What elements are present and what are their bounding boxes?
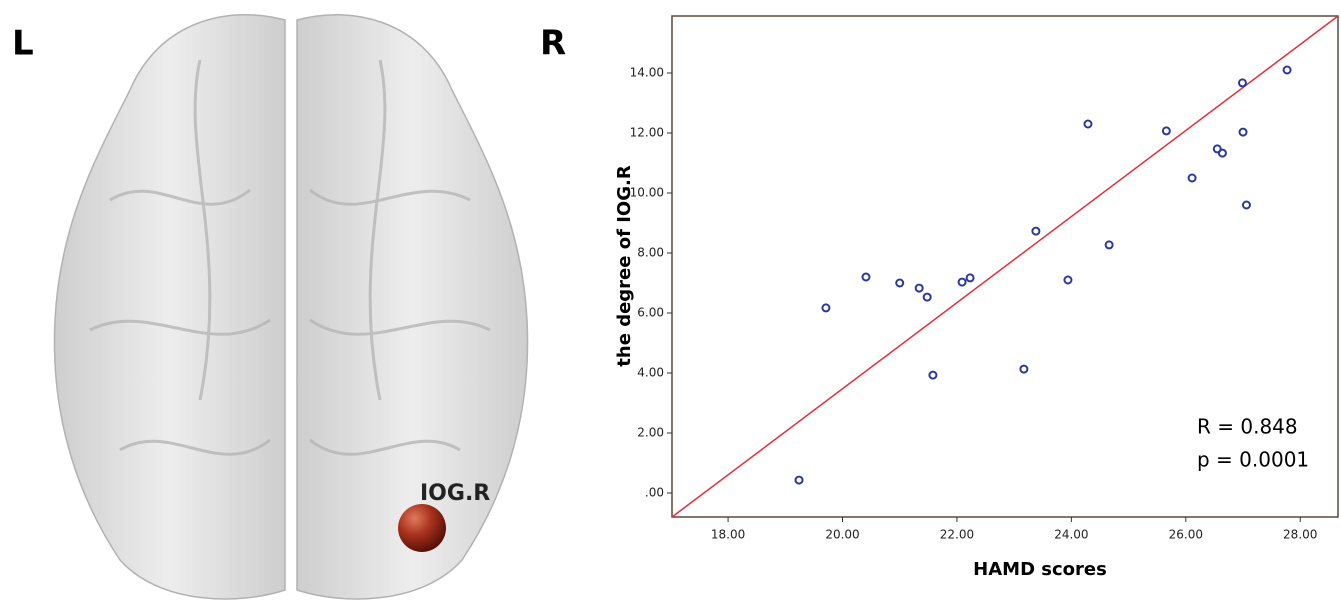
x-tick-label: 18.00 xyxy=(711,528,745,542)
data-point xyxy=(794,475,804,485)
data-point xyxy=(1019,364,1029,374)
brain-map: L R IOG.R xyxy=(12,14,566,600)
gyri xyxy=(89,59,491,456)
data-point xyxy=(1237,78,1247,88)
data-point xyxy=(1063,275,1073,285)
data-point xyxy=(1161,126,1171,136)
data-point xyxy=(928,370,938,380)
y-tick-label: 10.00 xyxy=(630,186,664,200)
y-tick-label: .00 xyxy=(645,486,664,500)
scatter-plot: HAMD scores the degree of IOG.R R = 0.84… xyxy=(614,15,1339,580)
right-label: R xyxy=(540,24,566,64)
data-point xyxy=(1083,119,1093,129)
data-point xyxy=(1217,148,1227,158)
y-tick-label: 6.00 xyxy=(637,306,664,320)
y-tick-label: 14.00 xyxy=(630,66,664,80)
y-tick-label: 2.00 xyxy=(637,426,664,440)
y-tick-label: 12.00 xyxy=(630,126,664,140)
fit-line xyxy=(671,15,1339,518)
data-point xyxy=(922,292,932,302)
x-tick-label: 26.00 xyxy=(1169,528,1203,542)
x-tick-label: 20.00 xyxy=(825,528,859,542)
data-point xyxy=(1238,127,1248,137)
annotation: R = 0.848 xyxy=(1197,415,1298,439)
x-tick-label: 24.00 xyxy=(1054,528,1088,542)
data-point xyxy=(1031,226,1041,236)
x-tick-label: 22.00 xyxy=(940,528,974,542)
data-point xyxy=(1282,65,1292,75)
y-tick-label: 4.00 xyxy=(637,366,664,380)
y-axis-label: the degree of IOG.R xyxy=(614,165,635,367)
left-hemisphere xyxy=(53,14,286,600)
x-axis-label: HAMD scores xyxy=(973,559,1107,580)
annotation: p = 0.0001 xyxy=(1197,448,1309,472)
data-point xyxy=(1187,173,1197,183)
y-tick-label: 8.00 xyxy=(637,246,664,260)
left-label: L xyxy=(12,24,34,64)
data-point xyxy=(957,277,967,287)
node-sphere xyxy=(398,504,446,552)
data-point xyxy=(895,278,905,288)
data-point xyxy=(1212,144,1222,154)
data-point xyxy=(965,273,975,283)
data-point xyxy=(1104,240,1114,250)
data-point xyxy=(1241,200,1251,210)
data-point xyxy=(914,283,924,293)
data-point xyxy=(821,303,831,313)
data-point xyxy=(861,272,871,282)
node-label: IOG.R xyxy=(420,481,490,506)
x-tick-label: 28.00 xyxy=(1283,528,1317,542)
